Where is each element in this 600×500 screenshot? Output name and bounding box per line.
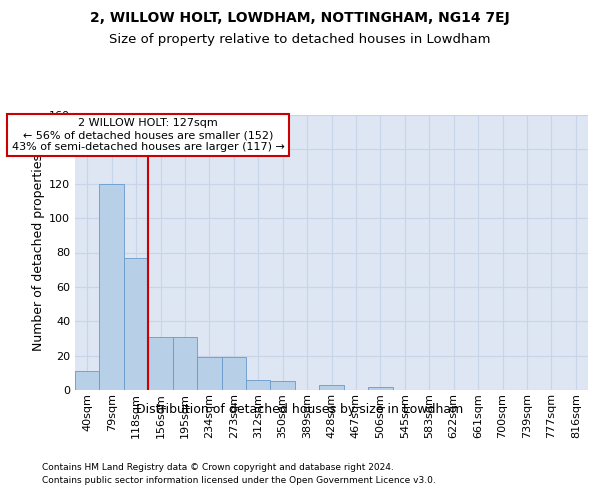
Text: 2 WILLOW HOLT: 127sqm
← 56% of detached houses are smaller (152)
43% of semi-det: 2 WILLOW HOLT: 127sqm ← 56% of detached … (12, 118, 285, 152)
Y-axis label: Number of detached properties: Number of detached properties (32, 154, 45, 351)
Bar (271, 382, 295, 390)
Text: Distribution of detached houses by size in Lowdham: Distribution of detached houses by size … (136, 402, 464, 415)
Bar (173, 336, 197, 390)
Text: Contains public sector information licensed under the Open Government Licence v3: Contains public sector information licen… (42, 476, 436, 485)
Bar (368, 386, 392, 390)
Bar (319, 385, 344, 390)
Bar (100, 184, 124, 390)
Bar (221, 358, 246, 390)
Bar (75, 371, 100, 390)
Bar (246, 380, 271, 390)
Bar (197, 358, 221, 390)
Text: 2, WILLOW HOLT, LOWDHAM, NOTTINGHAM, NG14 7EJ: 2, WILLOW HOLT, LOWDHAM, NOTTINGHAM, NG1… (90, 11, 510, 25)
Bar (124, 258, 148, 390)
Bar (148, 336, 173, 390)
Text: Contains HM Land Registry data © Crown copyright and database right 2024.: Contains HM Land Registry data © Crown c… (42, 462, 394, 471)
Text: Size of property relative to detached houses in Lowdham: Size of property relative to detached ho… (109, 32, 491, 46)
